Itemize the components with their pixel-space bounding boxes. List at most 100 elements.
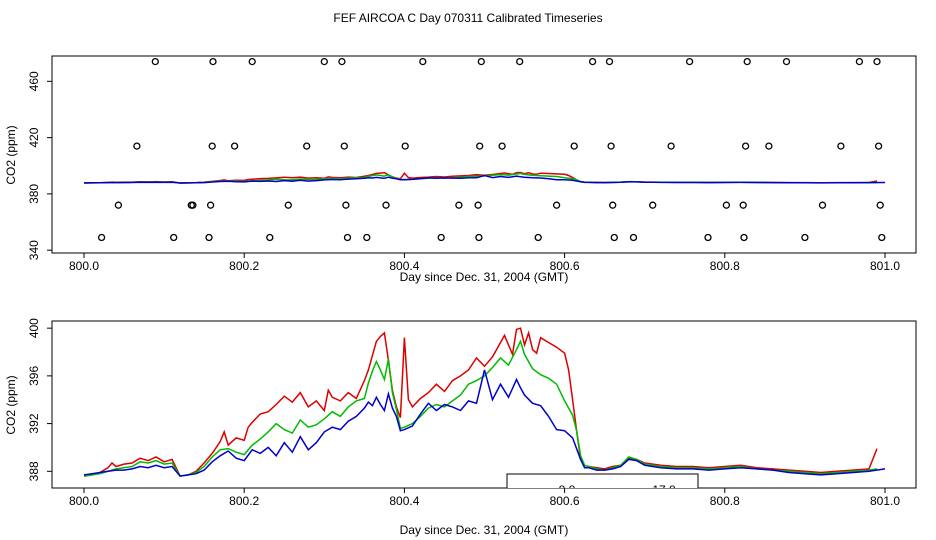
series-line-red (83, 327, 878, 477)
scatter-point (534, 233, 542, 242)
scatter-point (878, 233, 886, 242)
series-line-green (83, 339, 878, 477)
y-tick-label: 400 (27, 318, 41, 338)
scatter-point (476, 142, 484, 150)
scatter-point (876, 201, 884, 209)
scatter-point (739, 201, 747, 209)
top-y-axis: 340 380 420 460 (27, 71, 52, 260)
scatter-point (685, 57, 694, 66)
x-tick-label: 800.4 (389, 494, 419, 508)
x-tick-label: 800.0 (69, 259, 99, 273)
legend-text-2: 17.8 (652, 483, 676, 497)
scatter-point (610, 233, 618, 242)
scatter-point (208, 142, 216, 150)
x-tick-label: 800.2 (229, 259, 259, 273)
series-line-red (83, 171, 878, 184)
scatter-point (382, 201, 390, 209)
scatter-point (722, 201, 731, 209)
scatter-point (609, 201, 617, 209)
bottom-plot-frame (51, 320, 917, 489)
x-tick-label: 800.4 (389, 259, 419, 273)
scatter-point (704, 233, 712, 242)
scatter-point (782, 57, 791, 66)
scatter-point (419, 57, 427, 66)
bottom-y-axis: 388 392 396 400 (27, 318, 52, 481)
scatter-point (320, 57, 328, 66)
x-tick-label: 800.8 (710, 494, 740, 508)
y-tick-label: 340 (27, 240, 41, 260)
scatter-point (206, 201, 215, 209)
scatter-point (818, 201, 827, 209)
bottom-y-axis-label: CO2 (ppm) (4, 375, 18, 434)
scatter-point (743, 57, 751, 66)
scatter-point (516, 57, 524, 66)
top-x-axis-label: Day since Dec. 31, 2004 (GMT) (400, 270, 569, 284)
scatter-point (209, 57, 217, 66)
scatter-point (570, 142, 578, 150)
top-x-axis: 800.0 800.2 800.4 800.6 800.8 801.0 (69, 253, 900, 273)
top-panel: 800.0 800.2 800.4 800.6 800.8 801.0 340 380 420… (4, 55, 917, 284)
scatter-point (474, 201, 482, 209)
scatter-point (343, 233, 352, 242)
x-tick-label: 800.0 (69, 494, 99, 508)
y-tick-label: 420 (27, 127, 41, 147)
bottom-panel: 800.0 800.2 800.4 800.6 800.8 801.0 388 392 396… (4, 318, 917, 537)
scatter-point (874, 142, 883, 150)
x-tick-label: 800.2 (229, 494, 259, 508)
scatter-point (765, 142, 773, 150)
scatter-point (151, 57, 159, 66)
y-tick-label: 460 (27, 71, 41, 91)
scatter-point (189, 201, 197, 209)
scatter-point (97, 233, 106, 242)
y-tick-label: 380 (27, 184, 41, 204)
scatter-point (801, 233, 809, 242)
scatter-point (498, 142, 506, 150)
scatter-point (266, 233, 274, 242)
x-tick-label: 800.6 (550, 494, 580, 508)
scatter-point (740, 233, 748, 242)
scatter-point (342, 201, 350, 209)
scatter-point (475, 233, 483, 242)
top-y-axis-label: CO2 (ppm) (4, 125, 18, 184)
scatter-point (170, 233, 178, 242)
series-line-blue (83, 174, 886, 184)
scatter-point (741, 142, 750, 150)
legend-box: 8.8 17.8 (506, 473, 699, 497)
x-tick-label: 800.8 (710, 259, 740, 273)
scatter-point (605, 57, 614, 66)
y-tick-label: 392 (27, 413, 41, 433)
scatter-point (588, 57, 597, 66)
scatter-point (607, 142, 615, 150)
scatter-point (837, 142, 845, 150)
scatter-point (873, 57, 881, 66)
scatter-point (338, 57, 346, 66)
y-tick-label: 396 (27, 366, 41, 386)
scatter-point (340, 142, 348, 150)
scatter-point (477, 57, 485, 66)
legend-text-1: 8.8 (559, 483, 576, 497)
y-tick-label: 388 (27, 461, 41, 481)
figure-title: FEF AIRCOA C Day 070311 Calibrated Times… (333, 11, 602, 25)
scatter-point (114, 201, 123, 209)
scatter-point (401, 142, 409, 150)
top-plot-frame (51, 55, 917, 254)
scatter-point (649, 201, 657, 209)
x-tick-label: 801.0 (870, 259, 900, 273)
scatter-point (552, 201, 561, 209)
series-line-blue (83, 369, 886, 477)
scatter-point (455, 201, 463, 209)
scatter-point (133, 142, 141, 150)
bottom-x-axis: 800.0 800.2 800.4 800.6 800.8 801.0 (69, 488, 900, 508)
scatter-point (205, 233, 213, 242)
bottom-series-lines (83, 327, 886, 477)
x-tick-label: 801.0 (870, 494, 900, 508)
scatter-point (629, 233, 638, 242)
legend-frame (506, 473, 699, 488)
bottom-x-axis-label: Day since Dec. 31, 2004 (GMT) (400, 523, 569, 537)
scatter-point (855, 57, 864, 66)
scatter-point (284, 201, 292, 209)
x-tick-label: 800.6 (550, 259, 580, 273)
scatter-point (248, 57, 256, 66)
top-series-lines (83, 171, 886, 184)
